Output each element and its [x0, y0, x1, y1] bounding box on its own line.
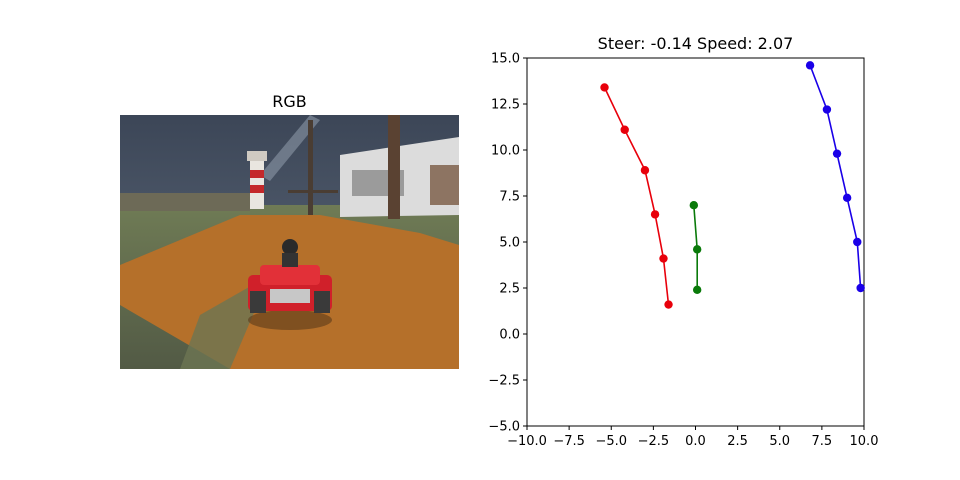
y-tick-label: 7.5: [499, 190, 520, 205]
series-point: [692, 285, 702, 295]
x-tick-label: 10.0: [850, 434, 879, 449]
series-point: [600, 83, 609, 92]
series-point: [689, 201, 699, 210]
x-tick-label: 2.5: [727, 434, 748, 449]
series-point: [805, 61, 815, 70]
x-tick-label: −10.0: [507, 434, 547, 449]
x-tick-label: 0.0: [685, 434, 706, 449]
y-tick-label: 2.5: [499, 282, 520, 297]
series-line: [603, 87, 670, 305]
series-point: [650, 210, 660, 219]
x-tick-label: −7.5: [553, 434, 585, 449]
x-tick-label: −2.5: [638, 434, 670, 449]
plot-area: [526, 57, 865, 427]
series-point: [640, 166, 650, 175]
y-tick-label: −2.5: [488, 374, 520, 389]
series-point: [620, 125, 629, 134]
series-point: [853, 237, 862, 247]
series-point: [832, 149, 842, 158]
series-line: [809, 65, 862, 289]
chart-title: Steer: -0.14 Speed: 2.07: [597, 34, 794, 53]
x-tick-label: 7.5: [812, 434, 833, 449]
y-tick-label: 15.0: [491, 52, 520, 67]
series-2: [689, 201, 702, 295]
series-point: [664, 300, 673, 309]
series-layer: [600, 61, 865, 309]
y-tick-label: −5.0: [488, 420, 520, 435]
x-tick-label: −5.0: [595, 434, 627, 449]
series-point: [659, 254, 668, 263]
rgb-panel-title: RGB: [272, 92, 307, 111]
series-point: [856, 283, 865, 293]
series-point: [692, 245, 702, 254]
race-kart-rear-view-image: [120, 115, 459, 369]
x-tick-label: 5.0: [769, 434, 790, 449]
y-axis-ticks: 15.0 12.5 10.0 7.5 5.0 2.5 0.0 −2.5 −5.0: [488, 52, 527, 435]
y-tick-label: 0.0: [499, 328, 520, 343]
series-3: [805, 61, 865, 293]
series-point: [842, 193, 852, 203]
x-axis-ticks: −10.0 −7.5 −5.0 −2.5 0.0 2.5 5.0 7.5 10.0: [507, 426, 878, 449]
y-tick-label: 5.0: [499, 236, 520, 251]
y-tick-label: 12.5: [491, 98, 520, 113]
series-1: [600, 83, 673, 309]
y-tick-label: 10.0: [491, 144, 520, 159]
series-point: [822, 105, 832, 114]
